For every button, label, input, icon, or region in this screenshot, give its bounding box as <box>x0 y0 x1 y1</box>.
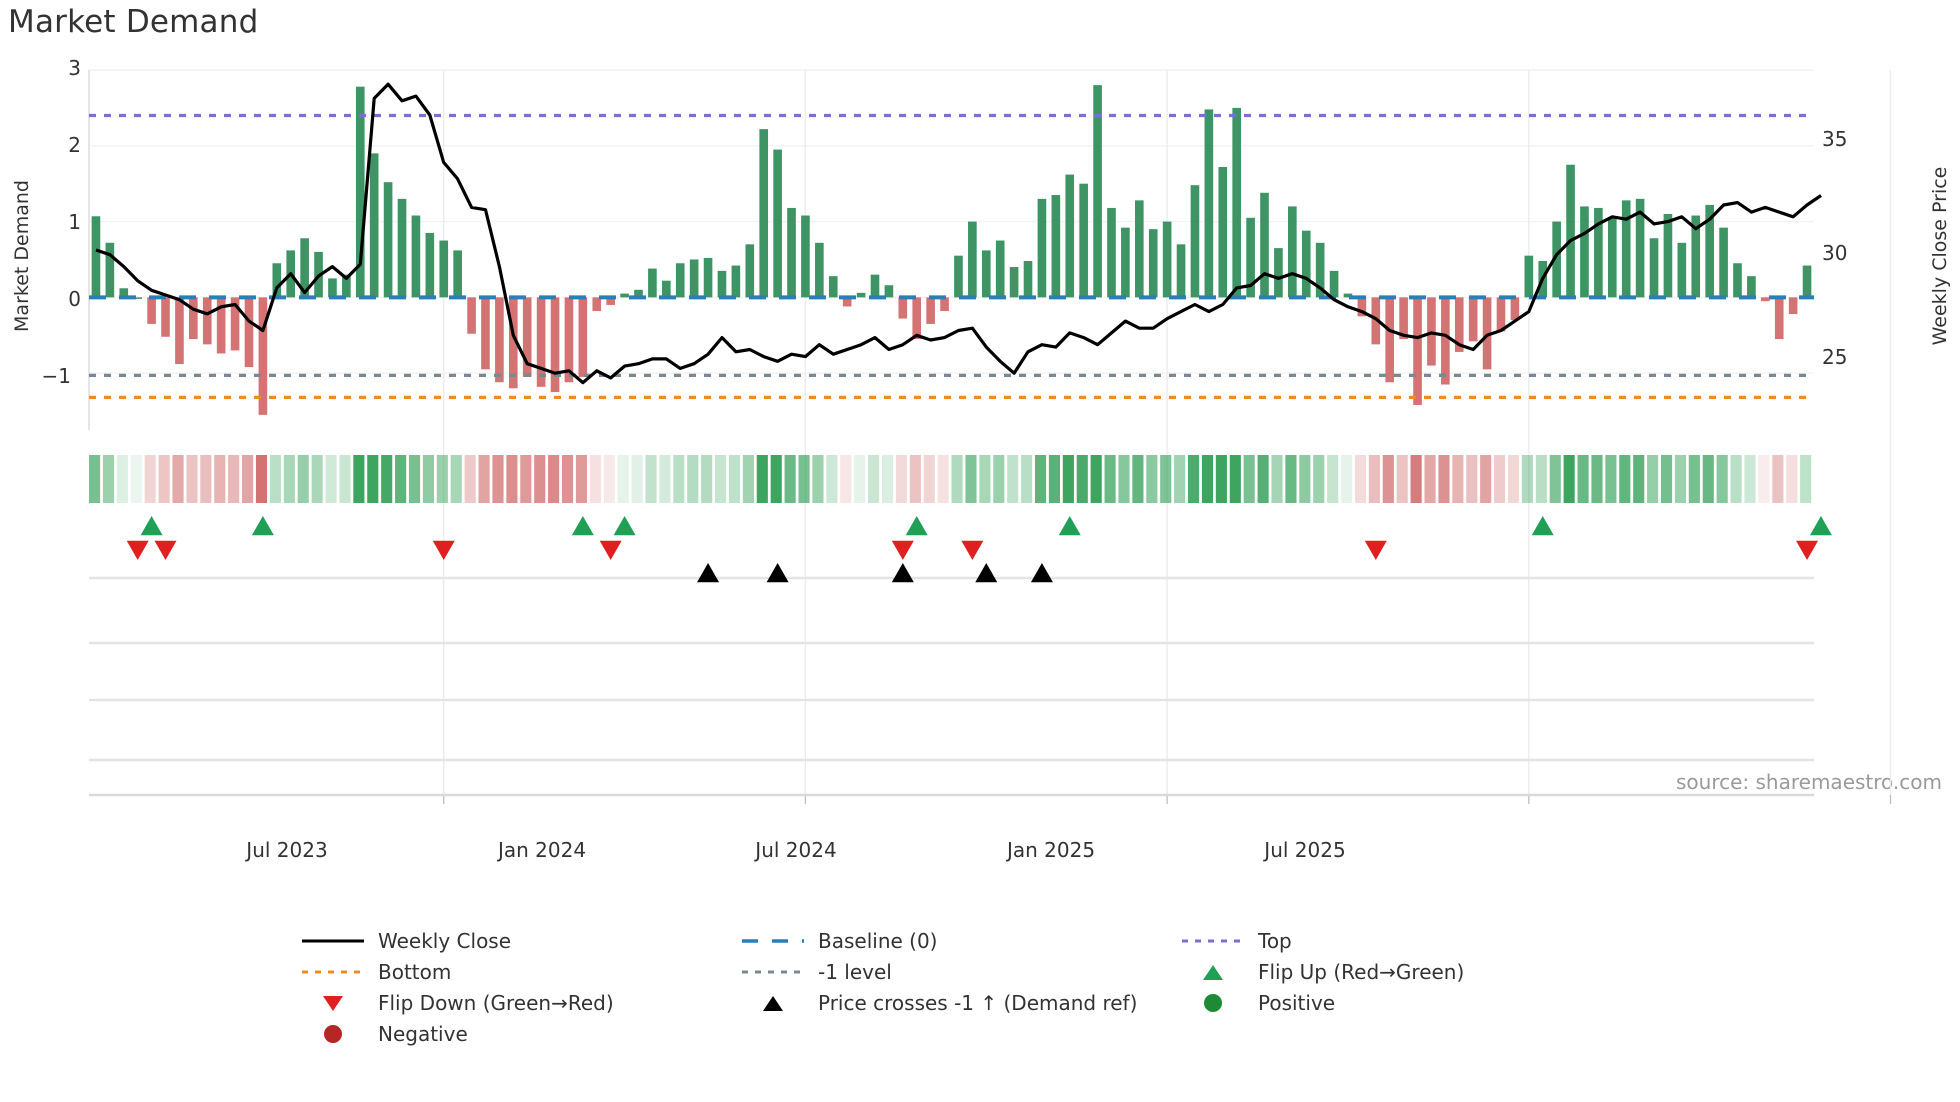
x-tick-2: Jul 2024 <box>755 838 837 862</box>
legend-item-flip-up[interactable]: Flip Up (Red→Green) <box>1180 956 1620 987</box>
legend-label: Negative <box>378 1021 468 1046</box>
flip-up-marker-icon <box>1531 516 1554 536</box>
price-cross-marker-icon <box>1030 563 1053 583</box>
dotted-line-orange-icon <box>300 961 366 983</box>
legend-label: Weekly Close <box>378 928 512 953</box>
flip-down-marker-icon <box>432 540 455 560</box>
flip-up-marker-icon <box>1809 516 1832 536</box>
triangle-up-black-icon <box>740 992 806 1014</box>
flip-up-marker-icon <box>613 516 636 536</box>
legend-label: Flip Down (Green→Red) <box>378 990 614 1015</box>
legend-item-weekly-close[interactable]: Weekly Close <box>300 925 740 956</box>
legend-item-flip-down[interactable]: Flip Down (Green→Red) <box>300 987 740 1018</box>
legend-item-positive[interactable]: Positive <box>1180 987 1620 1018</box>
x-tick-1: Jan 2024 <box>497 838 587 862</box>
y-tick-left-1: 2 <box>68 133 81 157</box>
legend-label: Price crosses -1 ↑ (Demand ref) <box>818 990 1138 1015</box>
legend-label: Positive <box>1258 990 1336 1015</box>
circle-dark-red-icon <box>300 1023 366 1045</box>
flip-down-marker-icon <box>1364 540 1387 560</box>
circle-green-icon <box>1180 992 1246 1014</box>
legend-item-negative[interactable]: Negative <box>300 1018 740 1049</box>
flip-up-marker-icon <box>140 516 163 536</box>
legend-label: Bottom <box>378 959 452 984</box>
flip-down-marker-icon <box>961 540 984 560</box>
legend-label: -1 level <box>818 959 892 984</box>
chart-legend: Weekly Close Baseline (0) Top Bottom -1 … <box>300 925 1620 1049</box>
flip-up-marker-icon <box>905 516 928 536</box>
legend-label: Top <box>1258 928 1292 953</box>
flip-down-marker-icon <box>154 540 177 560</box>
y-tick-right-0: 35 <box>1822 127 1848 151</box>
page-title: Market Demand <box>8 4 259 40</box>
legend-item-baseline[interactable]: Baseline (0) <box>740 925 1180 956</box>
legend-item-minus-one-level[interactable]: -1 level <box>740 956 1180 987</box>
x-tick-3: Jan 2025 <box>1006 838 1096 862</box>
legend-label: Flip Up (Red→Green) <box>1258 959 1465 984</box>
legend-item-bottom[interactable]: Bottom <box>300 956 740 987</box>
dashed-line-blue-icon <box>740 930 806 952</box>
y-tick-right-2: 25 <box>1822 345 1848 369</box>
flip-down-marker-icon <box>126 540 149 560</box>
y-tick-left-4: −1 <box>41 364 71 388</box>
legend-label: Baseline (0) <box>818 928 938 953</box>
y-tick-left-2: 1 <box>68 210 81 234</box>
x-tick-4: Jul 2025 <box>1264 838 1346 862</box>
triangle-down-red-icon <box>300 992 366 1014</box>
flip-down-marker-icon <box>599 540 622 560</box>
plot-canvas <box>88 69 1892 804</box>
price-cross-marker-icon <box>975 563 998 583</box>
flip-up-marker-icon <box>1058 516 1081 536</box>
x-tick-0: Jul 2023 <box>246 838 328 862</box>
y-tick-left-0: 3 <box>68 56 81 80</box>
legend-item-price-crosses[interactable]: Price crosses -1 ↑ (Demand ref) <box>740 987 1180 1018</box>
dotted-line-purple-icon <box>1180 930 1246 952</box>
flip-up-marker-icon <box>571 516 594 536</box>
price-cross-marker-icon <box>766 563 789 583</box>
price-cross-marker-icon <box>697 563 720 583</box>
flip-down-marker-icon <box>1796 540 1819 560</box>
y-tick-left-3: 0 <box>68 287 81 311</box>
flip-down-marker-icon <box>891 540 914 560</box>
legend-item-top[interactable]: Top <box>1180 925 1620 956</box>
price-cross-marker-icon <box>891 563 914 583</box>
flip-up-marker-icon <box>251 516 274 536</box>
solid-line-black-icon <box>300 930 366 952</box>
y-tick-right-1: 30 <box>1822 241 1848 265</box>
source-note: source: sharemaestro.com <box>1676 770 1942 794</box>
triangle-up-green-icon <box>1180 961 1246 983</box>
dotted-line-gray-icon <box>740 961 806 983</box>
